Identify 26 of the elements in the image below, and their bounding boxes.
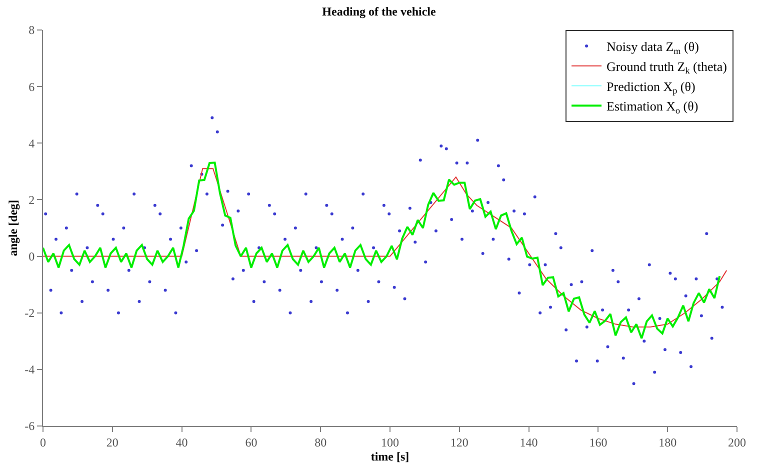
x-tick-label: 60 (245, 435, 258, 450)
x-tick-label: 80 (314, 435, 327, 450)
y-tick-label: 2 (28, 192, 35, 207)
x-tick-label: 100 (381, 435, 399, 450)
x-tick-label: 20 (106, 435, 118, 450)
x-tick-label: 200 (728, 435, 746, 450)
legend-label: Estimation X$_{o}$ (θ) (606, 98, 698, 116)
y-tick-label: -4 (24, 362, 35, 377)
legend-label: Prediction X$_{p}$ (θ) (606, 78, 696, 96)
y-tick-label: -2 (24, 306, 35, 320)
legend-label: Noisy data Z$_{m}$ (θ) (606, 39, 699, 56)
y-tick-label: -6 (24, 419, 35, 434)
legend-label: Ground truth Z$_{k}$ (theta) (606, 58, 727, 76)
y-tick-label: 6 (28, 80, 35, 94)
x-tick-label: 0 (40, 435, 46, 450)
x-tick-label: 40 (176, 435, 188, 450)
y-tick-label: 4 (28, 136, 35, 150)
y-tick-label: 0 (28, 249, 35, 264)
x-axis-title: time [s] (370, 449, 410, 464)
x-tick-label: 120 (450, 435, 468, 450)
y-tick-label: 8 (28, 23, 35, 38)
x-tick-label: 160 (589, 435, 608, 450)
chart-title: Heading of the vehicle (322, 4, 436, 18)
x-tick-label: 180 (658, 435, 677, 450)
y-axis-title: angle [deg] (6, 200, 20, 256)
x-tick-label: 140 (520, 435, 538, 450)
